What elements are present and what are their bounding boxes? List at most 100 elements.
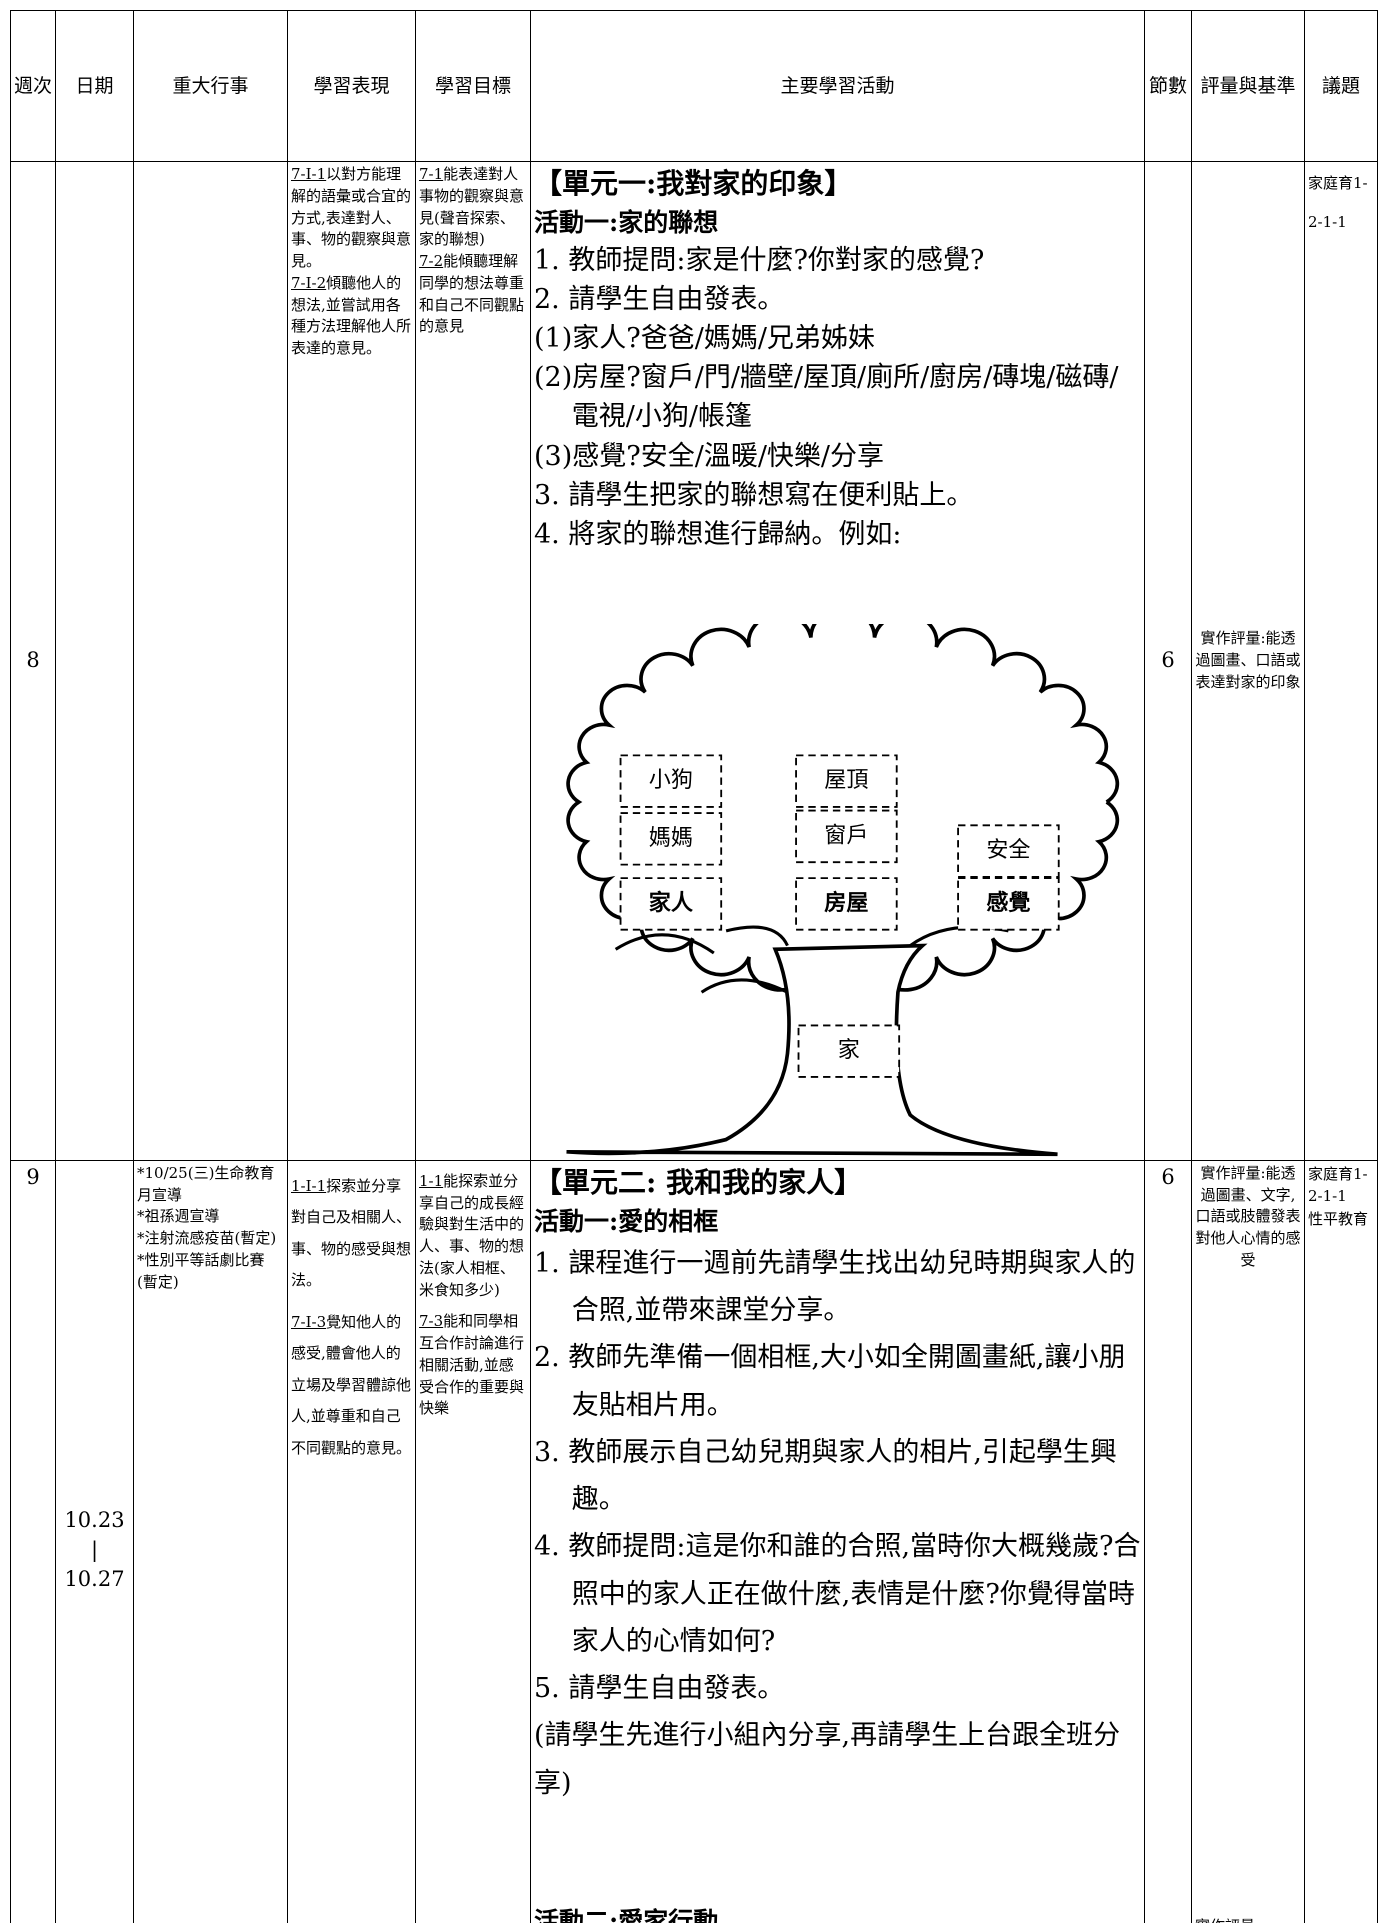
objectives-cell: 7-1能表達對人事物的觀察與意見(聲音探索、家的聯想) 7-2能傾聽理解同學的想法… bbox=[415, 161, 531, 1161]
schedule-table: 週次 日期 重大行事 學習表現 學習目標 主要學習活動 節數 評量與基準 議題 8 7-I-1以對方… bbox=[10, 10, 1378, 1923]
objectives-item: 7-2能傾聽理解同學的想法尊重和自己不同觀點的意見 bbox=[419, 251, 527, 338]
date-cell: 10.23 | 10.27 bbox=[55, 1159, 134, 1923]
performance-item: 7-I-2傾聽他人的想法,並嘗試用各種方法理解他人所表達的意見。 bbox=[291, 273, 412, 360]
event: *注射流感疫苗(暫定) bbox=[137, 1229, 277, 1248]
date: 10.23 bbox=[64, 1508, 125, 1533]
event: *性別平等話劇比賽(暫定) bbox=[137, 1250, 265, 1291]
label-box bbox=[619, 812, 723, 866]
objectives-item: 7-1能表達對人事物的觀察與意見(聲音探索、家的聯想) bbox=[419, 164, 527, 251]
performance-cell: 1-I-1探索並分享對自己及相關人、事、物的感受與想法。 7-I-3覺知他人的感受… bbox=[287, 1159, 416, 1923]
code: 1-1 bbox=[419, 1171, 444, 1190]
row: 9 10.23 | 10.27 *10/25(三)生命教育月宣導 *祖孫週宣導 *注射流感疫… bbox=[10, 1159, 1378, 1923]
unit-title: 【單元二: 我和我的家人】 bbox=[534, 1165, 863, 1199]
text: 探索並分享對自己及相關人、事、物的感受與想法。 bbox=[291, 1176, 412, 1290]
header-cell: 學習目標 bbox=[415, 10, 531, 162]
label-box bbox=[957, 877, 1060, 931]
assessment: 實作評量:能透過圖畫、口語或表達對家的印象 bbox=[1195, 629, 1301, 691]
performance-item: 7-I-1以對方能理解的語彙或合宜的方式,表達對人、事、物的觀察與意見。 bbox=[291, 164, 412, 273]
step: 3. 教師展示自己幼兒期與家人的相片,引起學生興趣。 bbox=[534, 1436, 1117, 1516]
step: 4. 將家的聯想進行歸納。例如: bbox=[534, 518, 902, 550]
performance-cell: 7-I-1以對方能理解的語彙或合宜的方式,表達對人、事、物的觀察與意見。 7-I-… bbox=[287, 161, 416, 1161]
activities-cell: 【單元二: 我和我的家人】活動一:愛的相框 1. 課程進行一週前先請學生找出幼兒時… bbox=[530, 1159, 1145, 1923]
sessions: 6 bbox=[1144, 161, 1192, 1161]
branches bbox=[614, 925, 1009, 994]
header-cell: 日期 bbox=[55, 10, 134, 162]
tree-label: 小狗 bbox=[649, 767, 693, 793]
label-box bbox=[619, 754, 723, 808]
code: 7-1 bbox=[419, 165, 444, 183]
note: (請學生先進行小組內分享,再請學生上台跟全班分享) bbox=[534, 1720, 1121, 1799]
step: (1)家人?爸爸/媽媽/兄弟姊妹 bbox=[534, 323, 875, 355]
step: 2. 請學生自由發表。 bbox=[534, 283, 785, 315]
code: 7-3 bbox=[419, 1312, 444, 1331]
code: 7-I-2 bbox=[291, 273, 327, 292]
events-cell bbox=[133, 161, 288, 1161]
text: 以對方能理解的語彙或合宜的方式,表達對人、事、物的觀察與意見。 bbox=[291, 165, 412, 270]
event: *祖孫週宣導 bbox=[137, 1207, 220, 1226]
events-cell: *10/25(三)生命教育月宣導 *祖孫週宣導 *注射流感疫苗(暫定) *性別平等話劇… bbox=[133, 1159, 288, 1923]
header-cell: 學習表現 bbox=[287, 10, 416, 162]
week: 9 bbox=[10, 1159, 56, 1923]
text: 能和同學相互合作討論進行相關活動,並感受合作的重要與快樂 bbox=[419, 1312, 525, 1418]
week: 8 bbox=[10, 161, 56, 1161]
issues-cell: 家庭育1-2-1-1 bbox=[1304, 161, 1378, 1161]
text: 能表達對人事物的觀察與意見(聲音探索、家的聯想) bbox=[419, 165, 525, 249]
code: 7-I-1 bbox=[291, 165, 327, 183]
row: 8 7-I-1以對方能理解的語彙或合宜的方式,表達對人、事、物的觀察與意見。 7-I… bbox=[10, 161, 1378, 1161]
objectives-cell: 1-1能探索並分享自己的成長經驗與對生活中的人、事、物的想法(家人相框、米食知多… bbox=[415, 1159, 531, 1923]
header-row: 週次 日期 重大行事 學習表現 學習目標 主要學習活動 節數 評量與基準 議題 bbox=[10, 10, 1378, 162]
tree-label: 安全 bbox=[986, 837, 1030, 863]
step: (2)房屋?窗戶/門/牆壁/屋頂/廁所/廚房/磚塊/磁磚/電視/小狗/帳篷 bbox=[534, 362, 1119, 433]
tree-crown bbox=[566, 623, 1120, 997]
step: 1. 教師提問:家是什麼?你對家的感覺? bbox=[534, 244, 985, 276]
header-cell: 節數 bbox=[1144, 10, 1192, 162]
objectives-item: 7-3能和同學相互合作討論進行相關活動,並感受合作的重要與快樂 bbox=[419, 1311, 527, 1420]
assessment: 實作評量: bbox=[1195, 1916, 1260, 1923]
label-box bbox=[957, 824, 1060, 878]
activity-title: 活動一:家的聯想 bbox=[534, 207, 719, 237]
step: 5. 請學生自由發表。 bbox=[534, 1673, 785, 1705]
label-box bbox=[797, 1024, 901, 1078]
objectives-item: 1-1能探索並分享自己的成長經驗與對生活中的人、事、物的想法(家人相框、米食知多… bbox=[419, 1171, 527, 1302]
tree-label: 窗戶 bbox=[824, 822, 868, 848]
tree-label: 家 bbox=[838, 1037, 860, 1063]
assessment: 實作評量:能透過圖畫、文字,口語或肢體發表對他人心情的感受 bbox=[1195, 1163, 1301, 1269]
unit-title: 【單元一:我對家的印象】 bbox=[534, 167, 853, 200]
issue: 家庭育1-2-1-1 bbox=[1308, 174, 1368, 231]
performance-item: 1-I-1探索並分享對自己及相關人、事、物的感受與想法。 bbox=[291, 1171, 412, 1297]
issue: 家庭育1-2-1-1 bbox=[1308, 1164, 1368, 1206]
label-box bbox=[619, 877, 723, 931]
text: 能探索並分享自己的成長經驗與對生活中的人、事、物的想法(家人相框、米食知多少) bbox=[419, 1171, 525, 1299]
header-cell: 議題 bbox=[1304, 10, 1378, 162]
header-cell: 重大行事 bbox=[133, 10, 288, 162]
text: 覺知他人的感受,體會他人的立場及學習體諒他人,並尊重和自己不同觀點的意見。 bbox=[291, 1312, 412, 1457]
header-cell: 評量與基準 bbox=[1191, 10, 1305, 162]
tree-label: 媽媽 bbox=[649, 825, 693, 851]
tree-label: 房屋 bbox=[824, 890, 868, 916]
tree-label: 屋頂 bbox=[824, 767, 868, 793]
date-cell bbox=[55, 161, 134, 1161]
sessions: 6 bbox=[1144, 1159, 1192, 1923]
issues-cell: 家庭育1-2-1-1 性平教育 bbox=[1304, 1159, 1378, 1923]
label-box bbox=[795, 754, 898, 808]
event: *10/25(三)生命教育月宣導 bbox=[137, 1163, 275, 1204]
step: 1. 課程進行一週前先請學生找出幼兒時期與家人的合照,並帶來課堂分享。 bbox=[534, 1247, 1136, 1327]
activities-cell: 【單元一:我對家的印象】 活動一:家的聯想 1. 教師提問:家是什麼?你對家的感覺?… bbox=[530, 161, 1145, 1161]
date: | bbox=[90, 1537, 99, 1562]
step: 4. 教師提問:這是你和誰的合照,當時你大概幾歲?合照中的家人正在做什麼,表情是… bbox=[534, 1531, 1141, 1657]
code: 7-2 bbox=[419, 252, 444, 270]
label-box bbox=[795, 809, 898, 864]
issue: 性平教育 bbox=[1308, 1209, 1369, 1228]
activity-title: 活動一:愛的相框 bbox=[534, 1206, 719, 1236]
header-cell: 主要學習活動 bbox=[530, 10, 1145, 162]
tree-label: 家人 bbox=[649, 890, 694, 916]
activity-title: 活動二:愛家行動 bbox=[534, 1906, 719, 1923]
step: (3)感覺?安全/溫暖/快樂/分享 bbox=[534, 440, 885, 472]
performance-item: 7-I-3覺知他人的感受,體會他人的立場及學習體諒他人,並尊重和自己不同觀點的意… bbox=[291, 1307, 412, 1465]
text: 能傾聽理解同學的想法尊重和自己不同觀點的意見 bbox=[419, 252, 525, 336]
step: 2. 教師先準備一個相框,大小如全開圖畫紙,讓小朋友貼相片用。 bbox=[534, 1342, 1126, 1421]
label-box bbox=[795, 877, 898, 931]
assessment-cell: 實作評量:能透過圖畫、口語或表達對家的印象 bbox=[1191, 161, 1305, 1161]
